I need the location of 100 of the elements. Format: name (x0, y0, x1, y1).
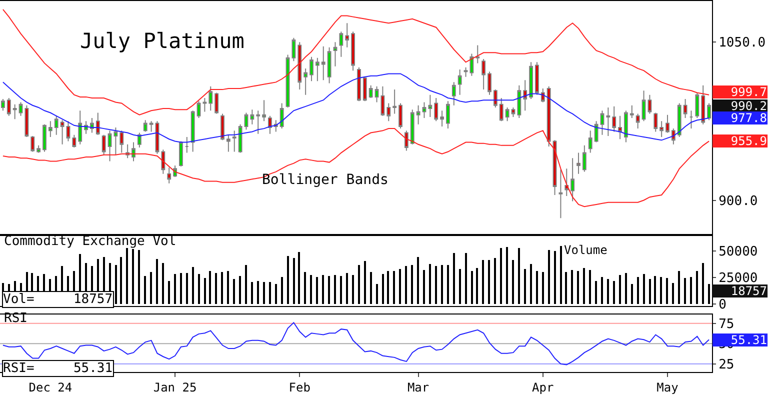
candlestick (60, 120, 64, 145)
bar (607, 279, 609, 304)
annotation: Bollinger Bands (262, 172, 388, 188)
x-tick-label: Dec 24 (28, 380, 72, 394)
bar (696, 271, 698, 304)
bar (370, 272, 372, 304)
bar (186, 273, 188, 304)
candlestick (226, 134, 230, 152)
candlestick (505, 106, 510, 122)
bar (453, 253, 455, 304)
y-tick-label: 25000 (718, 271, 758, 286)
candlestick (482, 58, 486, 90)
text: 977.8 (730, 111, 767, 125)
candlestick (1, 98, 5, 112)
candlestick (624, 110, 628, 143)
bar (441, 265, 443, 304)
bar (174, 274, 176, 304)
bar (180, 273, 182, 304)
bar (168, 281, 170, 304)
bar (542, 272, 544, 304)
candlestick (564, 168, 569, 197)
candlestick (357, 66, 361, 102)
bar (162, 263, 164, 304)
candlestick (304, 68, 308, 96)
bar (512, 260, 514, 304)
candlestick (351, 31, 355, 72)
bar (678, 271, 680, 304)
bar (221, 272, 223, 304)
bar (702, 263, 704, 304)
bar (322, 275, 324, 304)
bar (530, 264, 532, 304)
bar (120, 257, 122, 304)
x-tick-label: Mar (407, 380, 430, 394)
bar (310, 275, 312, 304)
candlestick (386, 102, 391, 122)
candlestick (18, 102, 23, 116)
candlestick (380, 86, 385, 116)
bar (239, 276, 241, 304)
bar (382, 274, 384, 304)
candlestick (695, 92, 700, 119)
bar (595, 281, 597, 304)
bar (660, 277, 662, 304)
candlestick (440, 110, 444, 127)
candlestick (238, 124, 242, 154)
candlestick (315, 57, 320, 82)
candlestick (642, 90, 646, 122)
bar (233, 279, 235, 304)
candlestick (333, 42, 338, 67)
bar (625, 273, 627, 304)
bar (209, 271, 211, 304)
candlestick (208, 86, 213, 112)
bar (447, 265, 449, 304)
candlestick (244, 112, 248, 130)
candlestick (184, 136, 189, 154)
bar (364, 261, 366, 304)
y-tick-label: 50000 (718, 244, 758, 260)
bar (263, 282, 265, 304)
bar (506, 247, 508, 304)
candlestick (96, 112, 100, 136)
bar (269, 282, 271, 304)
candlestick (339, 31, 344, 58)
annotation: RSI= 55.31 (3, 361, 113, 376)
candlestick (30, 135, 35, 152)
bar (198, 274, 200, 304)
candlestick (689, 110, 694, 130)
candlestick (434, 97, 438, 122)
bar (589, 270, 591, 304)
candlestick (701, 84, 706, 125)
candlestick (78, 110, 82, 145)
bar (476, 268, 478, 304)
bar (346, 273, 348, 304)
candlestick (392, 89, 397, 114)
candlestick (179, 142, 183, 168)
candlestick (446, 100, 450, 130)
candlestick (535, 62, 539, 96)
candlestick (321, 46, 326, 81)
bar (156, 259, 158, 304)
text: 955.9 (730, 134, 767, 148)
candlestick (576, 152, 580, 174)
candlestick (24, 104, 29, 138)
bar (423, 270, 425, 304)
bar (643, 274, 645, 304)
bar (601, 277, 603, 304)
candlestick (404, 130, 408, 152)
bar (376, 284, 378, 304)
candlestick (618, 115, 622, 140)
bar (340, 276, 342, 304)
bar (144, 276, 146, 304)
candlestick (262, 100, 266, 122)
bar (358, 265, 360, 304)
bar (459, 269, 461, 304)
candlestick (220, 113, 224, 141)
x-tick-label: May (656, 380, 678, 394)
candlestick (546, 86, 551, 147)
candlestick (102, 134, 106, 156)
candlestick (167, 167, 172, 184)
bar (500, 248, 502, 304)
candlestick (12, 104, 17, 120)
text: 18757 (730, 284, 767, 298)
bar (666, 278, 668, 304)
